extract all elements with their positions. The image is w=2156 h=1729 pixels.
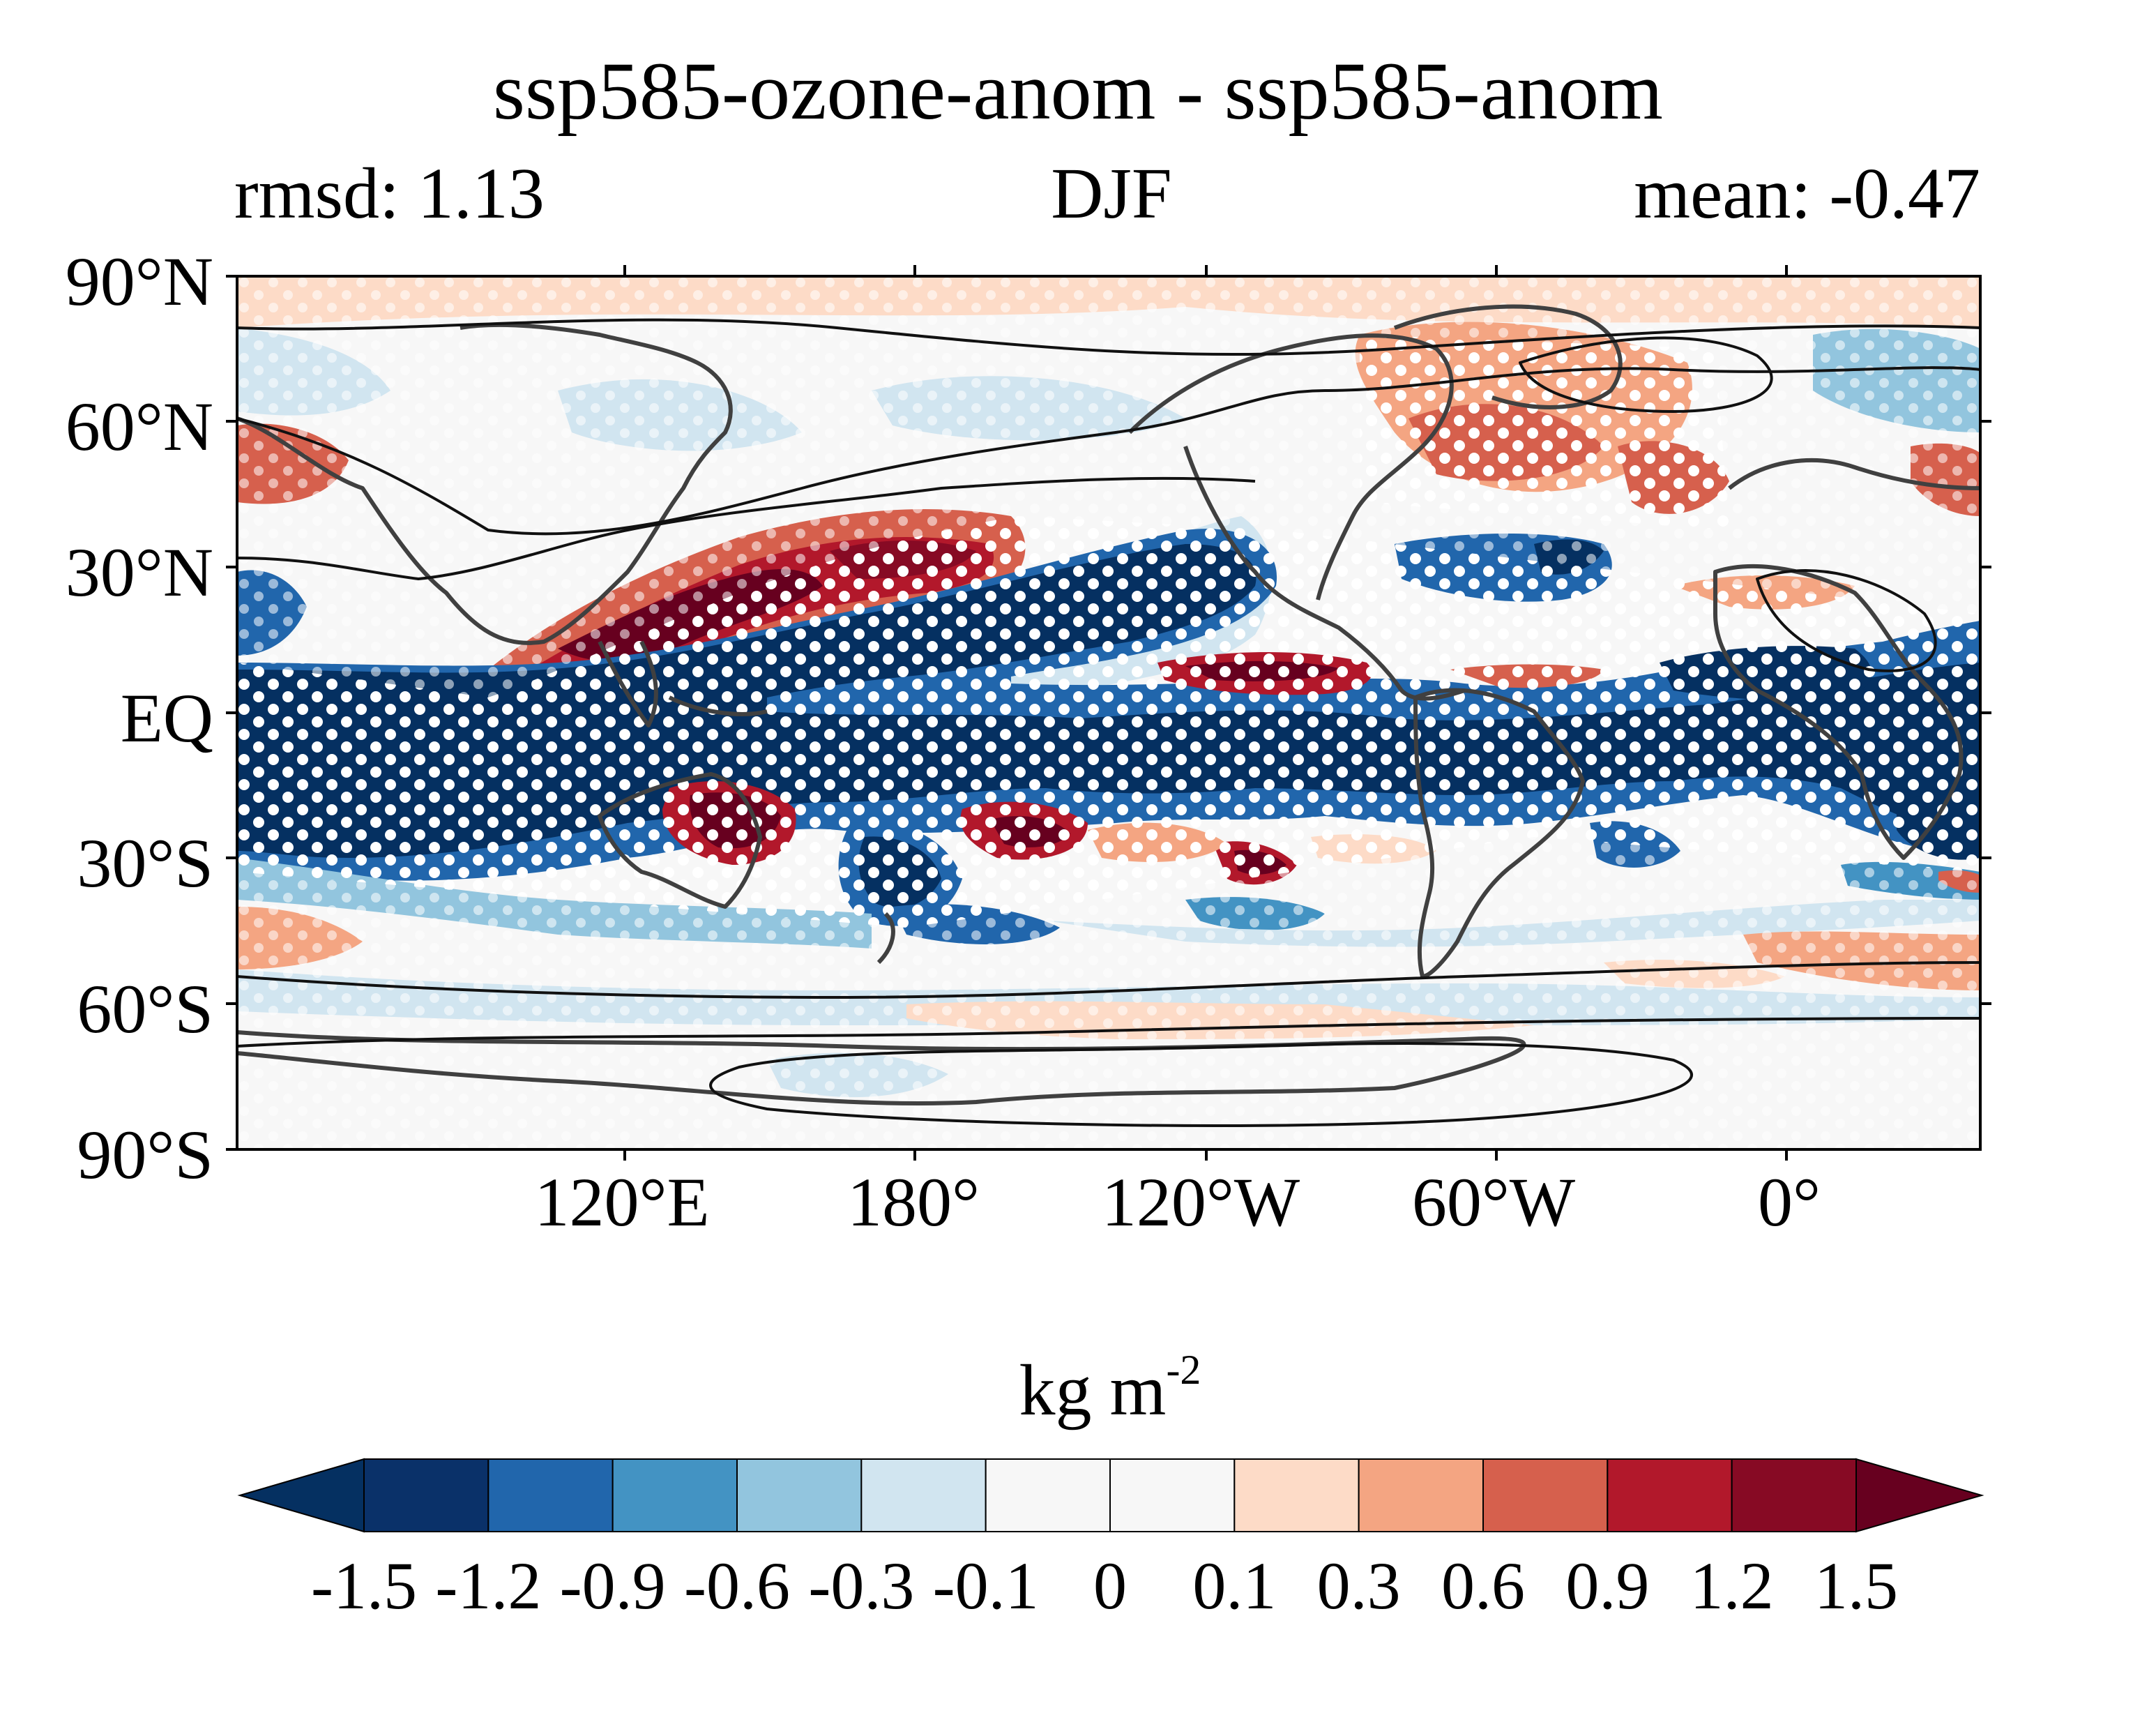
anomaly-field xyxy=(237,276,1980,1149)
lon-label-60w: 60°W xyxy=(1411,1163,1576,1241)
lat-label-90s: 90°S xyxy=(77,1116,213,1193)
lat-label-60n: 60°N xyxy=(65,388,213,465)
lat-label-eq: EQ xyxy=(120,679,213,757)
axis-ticks xyxy=(226,265,1991,1161)
colorbar-tick-label: 1.5 xyxy=(1814,1548,1898,1623)
colorbar-units: kg m-2 xyxy=(0,1346,2156,1432)
lat-label-90n: 90°N xyxy=(65,243,213,320)
colorbar-tick-label: -0.1 xyxy=(932,1548,1039,1623)
lon-label-180: 180° xyxy=(847,1163,980,1241)
colorbar-segment xyxy=(736,1458,863,1532)
colorbar-segment xyxy=(363,1458,489,1532)
colorbar-segment xyxy=(612,1458,738,1532)
units-base: kg m xyxy=(1019,1350,1167,1430)
colorbar-segment xyxy=(860,1458,987,1532)
lat-label-30s: 30°S xyxy=(77,824,213,902)
map-title: ssp585-ozone-anom - ssp585-anom xyxy=(493,45,1663,137)
colorbar-tick-label: -1.2 xyxy=(435,1548,542,1623)
colorbar-tick-label: 0.9 xyxy=(1565,1548,1650,1623)
colorbar-extend-high xyxy=(1855,1458,1984,1533)
lon-label-120e: 120°E xyxy=(534,1163,710,1241)
colorbar-segment xyxy=(1233,1458,1360,1532)
colorbar-segment xyxy=(487,1458,614,1532)
rmsd-label: rmsd: 1.13 xyxy=(234,153,545,234)
colorbar xyxy=(237,1458,1984,1533)
colorbar-tick-label: -0.3 xyxy=(808,1548,915,1623)
lat-label-60s: 60°S xyxy=(77,970,213,1048)
colorbar-tick-label: 0 xyxy=(1093,1548,1127,1623)
mean-label: mean: -0.47 xyxy=(1634,153,1980,234)
colorbar-tick-label: 0.1 xyxy=(1192,1548,1277,1623)
colorbar-tick-label: -0.9 xyxy=(559,1548,666,1623)
colorbar-extend-low xyxy=(237,1458,365,1533)
colorbar-tick-label: -1.5 xyxy=(311,1548,417,1623)
colorbar-tick-label: 0.6 xyxy=(1441,1548,1525,1623)
colorbar-segment xyxy=(1482,1458,1609,1532)
colorbar-segment xyxy=(1607,1458,1733,1532)
colorbar-tick-label: 0.3 xyxy=(1316,1548,1401,1623)
colorbar-segment xyxy=(1731,1458,1858,1532)
units-exponent: -2 xyxy=(1166,1347,1201,1393)
lat-label-30n: 30°N xyxy=(65,534,213,611)
colorbar-tick-label: -0.6 xyxy=(684,1548,790,1623)
season-label: DJF xyxy=(1051,153,1172,234)
colorbar-segment xyxy=(985,1458,1111,1532)
colorbar-tick-label: 1.2 xyxy=(1690,1548,1774,1623)
lon-label-120w: 120°W xyxy=(1101,1163,1300,1241)
colorbar-segment xyxy=(1109,1458,1236,1532)
colorbar-segment xyxy=(1358,1458,1484,1532)
lon-label-0: 0° xyxy=(1758,1163,1821,1241)
